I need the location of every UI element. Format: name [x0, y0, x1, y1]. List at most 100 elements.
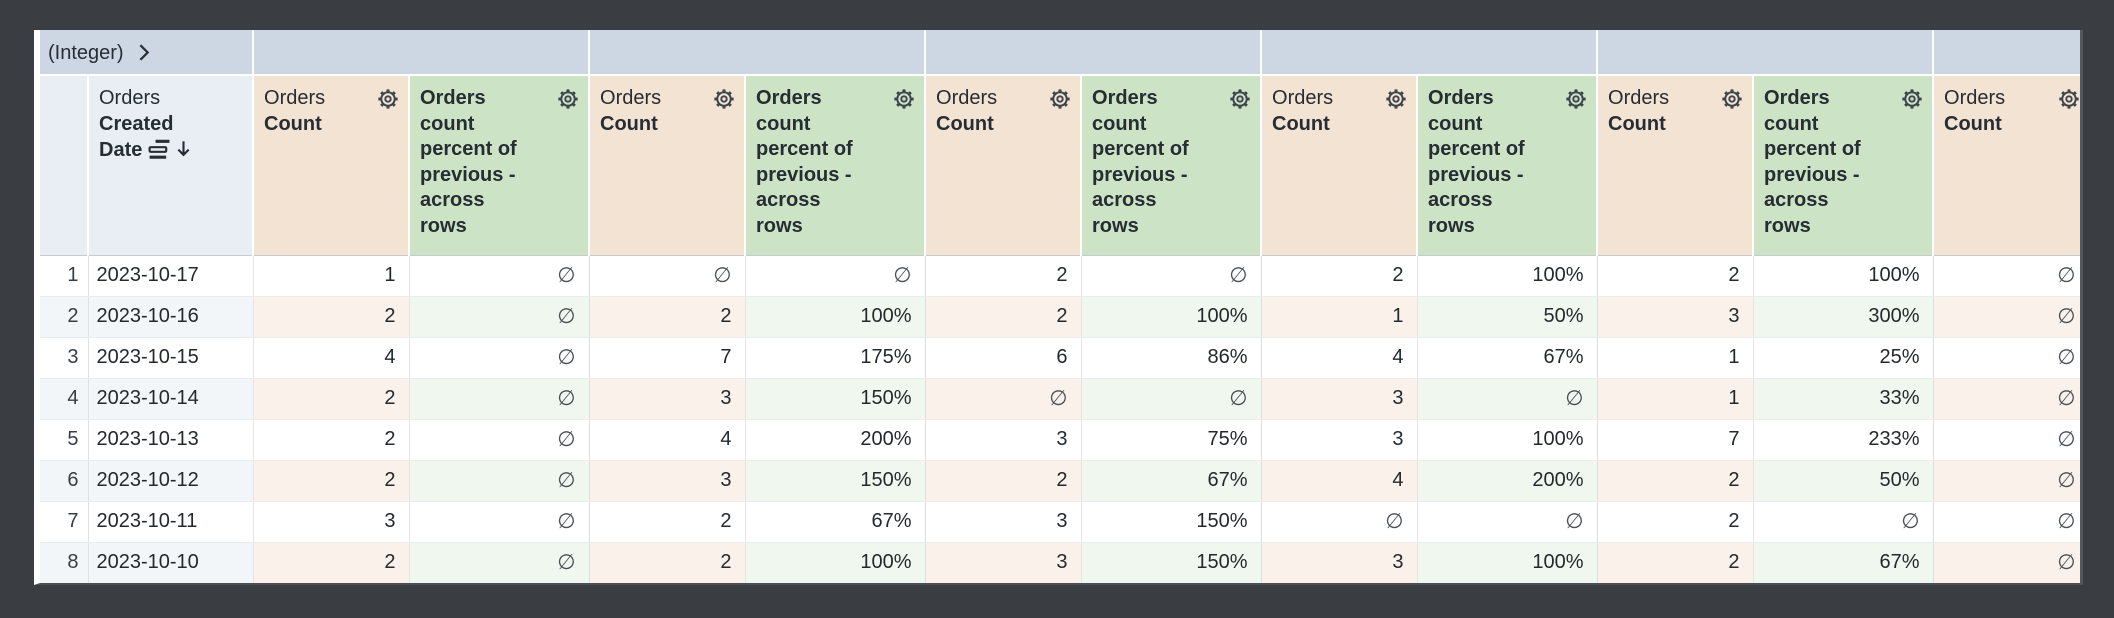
cell-percent-value[interactable]: 200% [745, 419, 926, 461]
cell-count-value[interactable]: 2 [1597, 542, 1754, 583]
cell-count-value[interactable]: 1 [1597, 378, 1754, 420]
cell-percent-value[interactable]: 150% [745, 378, 926, 420]
cell-null: ∅ [1081, 378, 1262, 420]
cell-percent-value[interactable]: 25% [1753, 337, 1934, 379]
column-header-orders-count-percent-of-previous[interactable]: Orders count percent of previous - across ro… [1753, 75, 1935, 256]
gear-icon[interactable] [555, 86, 581, 112]
cell-percent-value[interactable]: 75% [1081, 419, 1262, 461]
gear-icon[interactable] [1719, 86, 1745, 112]
cell-count-value[interactable]: 4 [1261, 460, 1418, 502]
cell-percent-value[interactable]: 67% [745, 501, 926, 543]
cell-count-value[interactable]: 7 [589, 337, 746, 379]
cell-percent-value[interactable]: 50% [1417, 296, 1598, 338]
column-header-orders-count-percent-of-previous[interactable]: Orders count percent of previous - across ro… [409, 75, 591, 256]
pivot-dimension-cell[interactable]: (Integer) [40, 30, 255, 76]
gear-icon[interactable] [711, 86, 737, 112]
gear-icon[interactable] [2056, 86, 2082, 112]
cell-count-value[interactable]: 2 [1597, 460, 1754, 502]
column-header-orders-created-date[interactable]: Orders Created Date [88, 75, 255, 256]
cell-count-value[interactable]: 1 [253, 255, 410, 297]
cell-count-value[interactable]: 3 [589, 460, 746, 502]
cell-percent-value[interactable]: 86% [1081, 337, 1262, 379]
cell-count-value[interactable]: 2 [253, 419, 410, 461]
cell-count-value[interactable]: 6 [925, 337, 1082, 379]
cell-percent-value[interactable]: 67% [1753, 542, 1934, 583]
cell-count-value[interactable]: 1 [1597, 337, 1754, 379]
gear-icon[interactable] [375, 86, 401, 112]
cell-count-value[interactable]: 3 [1261, 419, 1418, 461]
gear-icon[interactable] [1227, 86, 1253, 112]
cell-percent-value[interactable]: 175% [745, 337, 926, 379]
column-header-orders-count[interactable]: Orders Count [1261, 75, 1419, 256]
cell-count-value[interactable]: 2 [253, 296, 410, 338]
cell-date[interactable]: 2023-10-10 [88, 542, 254, 583]
cell-count-value[interactable]: 3 [253, 501, 410, 543]
gear-icon[interactable] [1899, 86, 1925, 112]
cell-count-value[interactable]: 4 [589, 419, 746, 461]
field-label: Count [264, 112, 322, 135]
table-row: 4 2023-10-14 2 ∅ 3 150% ∅ ∅ 3 ∅ 1 33% ∅ [40, 378, 2080, 420]
gear-icon[interactable] [1563, 86, 1589, 112]
row-number-column-header [40, 75, 89, 256]
cell-count-value[interactable]: 3 [925, 501, 1082, 543]
cell-percent-value[interactable]: 100% [1081, 296, 1262, 338]
cell-count-value[interactable]: 2 [1597, 501, 1754, 543]
cell-percent-value[interactable]: 67% [1417, 337, 1598, 379]
cell-count-value[interactable]: 2 [925, 255, 1082, 297]
gear-icon[interactable] [1383, 86, 1409, 112]
cell-percent-value[interactable]: 100% [1417, 419, 1598, 461]
cell-count-value[interactable]: 3 [1597, 296, 1754, 338]
column-header-orders-count-percent-of-previous[interactable]: Orders count percent of previous - across ro… [1081, 75, 1263, 256]
cell-count-value[interactable]: 3 [1261, 542, 1418, 583]
cell-count-value[interactable]: 2 [925, 460, 1082, 502]
cell-percent-value[interactable]: 50% [1753, 460, 1934, 502]
cell-date[interactable]: 2023-10-17 [88, 255, 254, 297]
cell-percent-value[interactable]: 33% [1753, 378, 1934, 420]
column-header-orders-count[interactable]: Orders Count [589, 75, 747, 256]
cell-percent-value[interactable]: 300% [1753, 296, 1934, 338]
cell-count-value[interactable]: 2 [925, 296, 1082, 338]
cell-count-value[interactable]: 4 [1261, 337, 1418, 379]
cell-count-value[interactable]: 3 [925, 542, 1082, 583]
cell-percent-value[interactable]: 67% [1081, 460, 1262, 502]
cell-date[interactable]: 2023-10-12 [88, 460, 254, 502]
column-header-orders-count[interactable]: Orders Count [1597, 75, 1755, 256]
cell-date[interactable]: 2023-10-15 [88, 337, 254, 379]
cell-percent-value[interactable]: 200% [1417, 460, 1598, 502]
cell-date[interactable]: 2023-10-11 [88, 501, 254, 543]
cell-date[interactable]: 2023-10-13 [88, 419, 254, 461]
cell-percent-value[interactable]: 150% [1081, 501, 1262, 543]
cell-count-value[interactable]: 4 [253, 337, 410, 379]
cell-percent-value[interactable]: 150% [745, 460, 926, 502]
cell-percent-value[interactable]: 150% [1081, 542, 1262, 583]
chevron-right-icon[interactable] [131, 40, 156, 65]
column-header-orders-count[interactable]: Orders Count [253, 75, 411, 256]
cell-date[interactable]: 2023-10-16 [88, 296, 254, 338]
gear-icon[interactable] [891, 86, 917, 112]
gear-icon[interactable] [1047, 86, 1073, 112]
cell-count-value[interactable]: 2 [1597, 255, 1754, 297]
column-header-orders-count[interactable]: Orders Count [925, 75, 1083, 256]
cell-date[interactable]: 2023-10-14 [88, 378, 254, 420]
column-header-orders-count-percent-of-previous[interactable]: Orders count percent of previous - across ro… [1417, 75, 1599, 256]
cell-percent-value[interactable]: 100% [745, 542, 926, 583]
cell-count-value[interactable]: 2 [589, 296, 746, 338]
cell-count-value[interactable]: 1 [1261, 296, 1418, 338]
cell-percent-value[interactable]: 100% [1753, 255, 1934, 297]
cell-count-value[interactable]: 3 [589, 378, 746, 420]
column-header-orders-count[interactable]: Orders Count [1933, 75, 2082, 256]
column-header-orders-count-percent-of-previous[interactable]: Orders count percent of previous - across ro… [745, 75, 927, 256]
cell-count-value[interactable]: 3 [925, 419, 1082, 461]
cell-percent-value[interactable]: 100% [1417, 255, 1598, 297]
cell-percent-value[interactable]: 100% [745, 296, 926, 338]
cell-count-value[interactable]: 2 [589, 501, 746, 543]
cell-percent-value[interactable]: 100% [1417, 542, 1598, 583]
cell-count-value[interactable]: 7 [1597, 419, 1754, 461]
cell-count-value[interactable]: 2 [253, 460, 410, 502]
cell-count-value[interactable]: 2 [253, 378, 410, 420]
cell-count-value[interactable]: 3 [1261, 378, 1418, 420]
cell-count-value[interactable]: 2 [589, 542, 746, 583]
cell-count-value[interactable]: 2 [253, 542, 410, 583]
cell-count-value[interactable]: 2 [1261, 255, 1418, 297]
cell-percent-value[interactable]: 233% [1753, 419, 1934, 461]
